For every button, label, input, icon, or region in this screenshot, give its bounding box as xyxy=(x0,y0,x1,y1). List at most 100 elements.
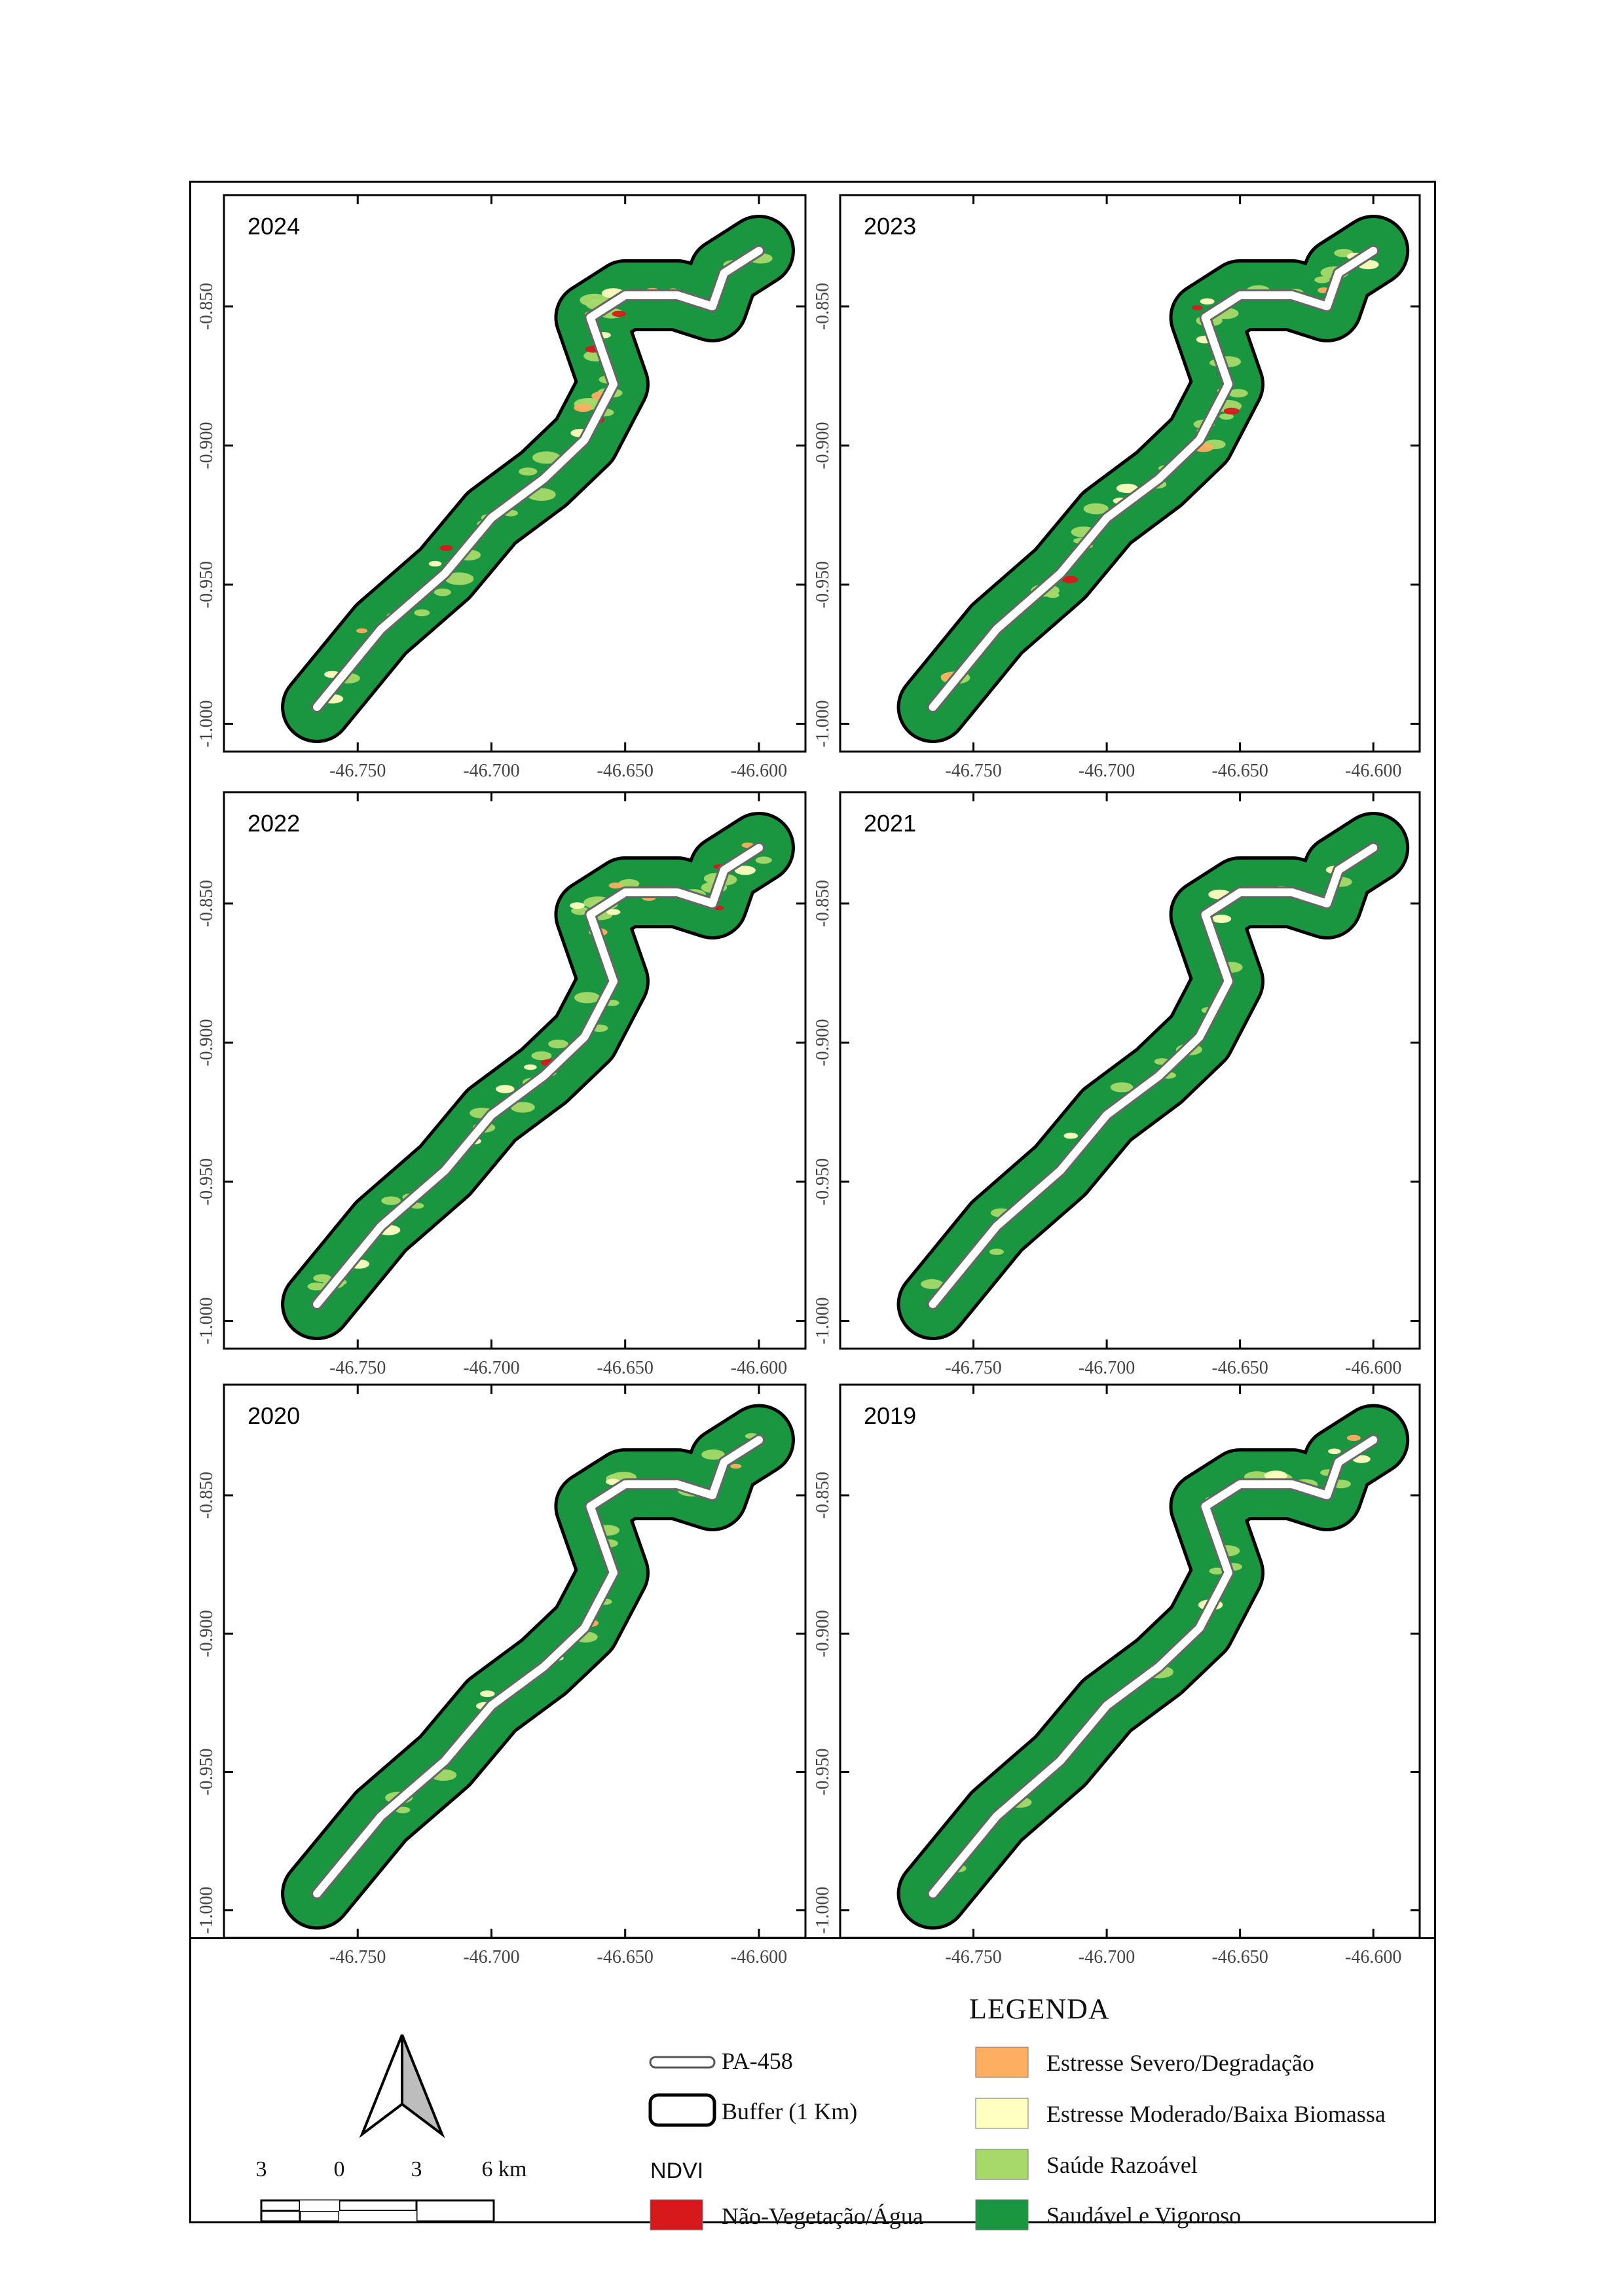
panel-frame xyxy=(223,1383,807,1939)
fair-health-patch xyxy=(445,572,474,585)
fair-health-patch xyxy=(381,1196,401,1205)
map-panel-2019: 2019 -46.750 -46.700 -46.650 -46.600 -0.850 -0… xyxy=(813,1383,1421,1964)
fair-health-patch xyxy=(1110,1082,1134,1093)
x-tick-label: -46.750 xyxy=(329,761,386,781)
non-vegetation-patch xyxy=(439,545,453,551)
panel-year-label: 2020 xyxy=(248,1402,300,1429)
ndvi-panels: 2024 -46.750 -46.700 -46.650 -46.600 -0.850 -0… xyxy=(196,194,1421,1964)
fair-health-patch xyxy=(434,589,451,596)
severe-stress-patch xyxy=(356,628,368,634)
x-tick-label: -46.750 xyxy=(945,1947,1001,1964)
x-tick-label: -46.700 xyxy=(463,1358,519,1378)
x-tick-label: -46.700 xyxy=(1079,761,1135,781)
y-tick-label: -0.850 xyxy=(813,1472,833,1519)
x-tick-label: -46.750 xyxy=(945,761,1001,781)
moderate-stress-patch xyxy=(1211,915,1232,923)
moderate-stress-patch xyxy=(734,866,756,875)
moderate-stress-patch xyxy=(1200,298,1215,305)
fair-health-patch xyxy=(755,856,772,864)
panel-year-label: 2019 xyxy=(864,1402,916,1429)
fair-health-patch xyxy=(1219,413,1234,420)
moderate-stress-patch xyxy=(496,1085,515,1093)
y-tick-label: -0.950 xyxy=(196,561,217,608)
panel-frame xyxy=(839,1383,1421,1939)
x-tick-label: -46.600 xyxy=(731,1947,787,1964)
x-tick-label: -46.650 xyxy=(597,1947,654,1964)
fair-health-patch xyxy=(548,1039,568,1049)
x-tick-label: -46.700 xyxy=(1079,1947,1135,1964)
non-vegetation-patch xyxy=(1061,575,1079,583)
y-tick-label: -0.900 xyxy=(196,422,217,469)
severe-stress-patch xyxy=(1346,1434,1361,1441)
fair-health-patch xyxy=(532,451,561,464)
road-pa458 xyxy=(313,247,763,711)
panel-frame xyxy=(839,791,1421,1350)
moderate-stress-patch xyxy=(1328,1448,1341,1455)
fair-health-patch xyxy=(989,1248,1004,1255)
y-tick-label: -1.000 xyxy=(196,700,217,747)
fair-health-patch xyxy=(531,1051,552,1061)
x-tick-label: -46.650 xyxy=(1211,1358,1268,1378)
fair-health-patch xyxy=(618,879,640,888)
moderate-stress-patch xyxy=(524,1064,537,1070)
map-panel-2020: 2020 -46.750 -46.700 -46.650 -46.600 -0.850 -0… xyxy=(196,1383,807,1964)
y-tick-label: -1.000 xyxy=(813,1887,833,1934)
x-tick-label: -46.600 xyxy=(1345,1358,1401,1378)
moderate-stress-patch xyxy=(1063,1133,1079,1139)
road-pa458 xyxy=(313,1436,763,1898)
y-tick-label: -0.950 xyxy=(196,1748,217,1795)
y-tick-label: -1.000 xyxy=(813,700,833,747)
legend-divider xyxy=(189,1937,1436,1939)
moderate-stress-patch xyxy=(606,909,621,915)
fair-health-patch xyxy=(313,1274,332,1283)
panel-frame xyxy=(839,194,1421,753)
x-tick-label: -46.700 xyxy=(463,761,519,781)
y-tick-label: -1.000 xyxy=(813,1297,833,1344)
road-pa458 xyxy=(929,247,1378,711)
y-tick-label: -0.900 xyxy=(813,1610,833,1657)
y-tick-label: -1.000 xyxy=(196,1887,217,1934)
x-tick-label: -46.600 xyxy=(731,761,787,781)
x-tick-label: -46.600 xyxy=(1345,761,1401,781)
moderate-stress-patch xyxy=(480,1690,495,1698)
panel-year-label: 2022 xyxy=(248,810,300,837)
x-tick-label: -46.600 xyxy=(731,1358,787,1378)
map-panel-2024: 2024 -46.750 -46.700 -46.650 -46.600 -0.850 -0… xyxy=(196,194,807,781)
y-tick-label: -0.850 xyxy=(196,283,217,330)
x-tick-label: -46.600 xyxy=(1345,1947,1401,1964)
road-pa458 xyxy=(313,844,763,1308)
x-tick-label: -46.750 xyxy=(945,1358,1001,1378)
fair-health-patch xyxy=(701,1449,725,1460)
x-tick-label: -46.650 xyxy=(597,761,654,781)
panel-year-label: 2023 xyxy=(864,213,916,240)
x-tick-label: -46.700 xyxy=(1079,1358,1135,1378)
severe-stress-patch xyxy=(608,883,623,889)
y-tick-label: -0.950 xyxy=(813,1748,833,1795)
map-panel-2022: 2022 -46.750 -46.700 -46.650 -46.600 -0.850 -0… xyxy=(196,791,807,1378)
fair-health-patch xyxy=(1314,276,1330,283)
fair-health-patch xyxy=(307,1283,326,1290)
map-panel-2023: 2023 -46.750 -46.700 -46.650 -46.600 -0.850 -0… xyxy=(813,194,1421,781)
y-tick-label: -0.850 xyxy=(196,1472,217,1519)
panel-frame xyxy=(223,791,807,1350)
y-tick-label: -0.900 xyxy=(196,1610,217,1657)
fair-health-patch xyxy=(511,1102,535,1113)
fair-health-patch xyxy=(574,992,600,1004)
y-tick-label: -0.850 xyxy=(813,283,833,330)
fair-health-patch xyxy=(1209,1567,1225,1575)
x-tick-label: -46.650 xyxy=(597,1358,654,1378)
panel-frame xyxy=(223,194,807,753)
fair-health-patch xyxy=(519,467,538,476)
x-tick-label: -46.750 xyxy=(329,1358,386,1378)
map-sheet xyxy=(189,181,1436,2223)
fair-health-patch xyxy=(1083,503,1109,515)
fair-health-patch xyxy=(395,1806,411,1813)
panel-year-label: 2024 xyxy=(248,213,300,240)
y-tick-label: -0.900 xyxy=(813,422,833,469)
non-vegetation-patch xyxy=(612,310,626,318)
x-tick-label: -46.650 xyxy=(1211,761,1268,781)
map-panel-2021: 2021 -46.750 -46.700 -46.650 -46.600 -0.850 -0… xyxy=(813,791,1421,1378)
moderate-stress-patch xyxy=(1264,1470,1287,1481)
severe-stress-patch xyxy=(730,1463,742,1469)
y-tick-label: -0.850 xyxy=(813,880,833,927)
